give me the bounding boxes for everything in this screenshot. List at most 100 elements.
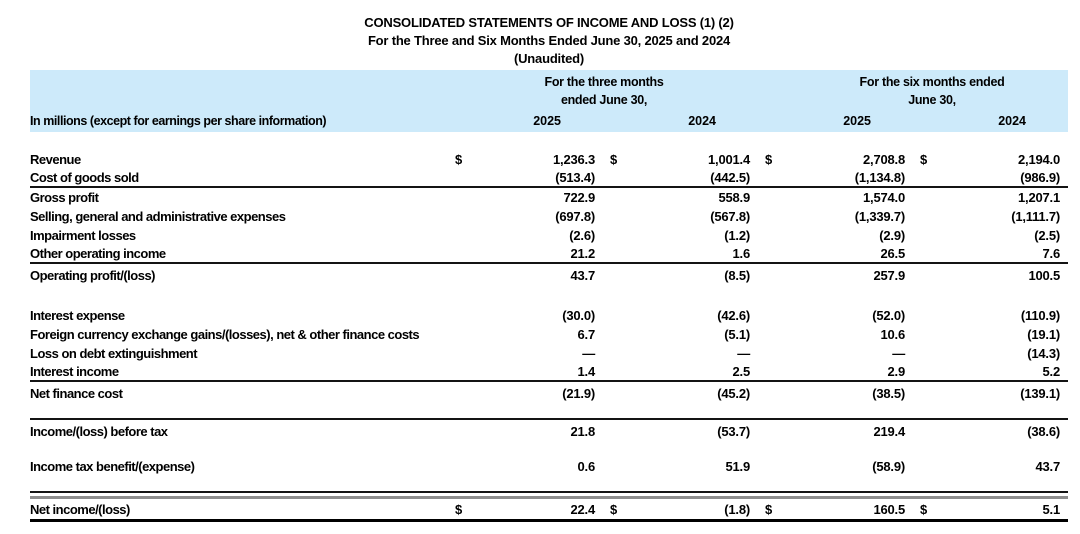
three-months-line2: ended June 30, <box>560 93 648 107</box>
cell-value: 1,574.0 <box>863 190 905 205</box>
cell-six-months-2025: (58.9) <box>750 459 905 474</box>
cell-three-months-2024: (442.5) <box>595 170 750 185</box>
dollar-sign: $ <box>455 502 463 517</box>
cell-six-months-2024: (19.1) <box>905 327 1060 342</box>
cell-value: 5.1 <box>1042 502 1061 517</box>
cell-value: (38.6) <box>1027 424 1060 439</box>
cell-value: (442.5) <box>710 170 750 185</box>
cell-value: (2.6) <box>569 228 595 243</box>
table-row: Gross profit 722.9 558.9 1,574.0 1,207.1 <box>30 188 1068 207</box>
cell-three-months-2024: (53.7) <box>595 424 750 439</box>
cell-value: (110.9) <box>1020 308 1060 323</box>
cell-value: — <box>582 346 595 361</box>
statement-subtitle: For the Three and Six Months Ended June … <box>367 33 731 48</box>
cell-value: (1.2) <box>724 228 750 243</box>
cell-value: 21.8 <box>570 424 595 439</box>
cell-value: 558.9 <box>718 190 750 205</box>
cell-value: 43.7 <box>1035 459 1060 474</box>
cell-value: 1.4 <box>577 364 596 379</box>
financial-statement-page: CONSOLIDATED STATEMENTS OF INCOME AND LO… <box>30 14 1068 522</box>
cell-six-months-2025: 219.4 <box>750 424 905 439</box>
dollar-sign: $ <box>920 152 928 167</box>
six-months-line2: June 30, <box>908 93 956 107</box>
cell-value: 722.9 <box>563 190 595 205</box>
year-label: 2024 <box>688 114 716 128</box>
cell-value: (1,339.7) <box>854 209 905 224</box>
cell-value: (45.2) <box>717 385 750 401</box>
table-row: Interest income 1.4 2.5 2.9 5.2 <box>30 363 1068 382</box>
cell-three-months-2024: (45.2) <box>595 386 750 401</box>
cell-three-months-2024: (567.8) <box>595 209 750 224</box>
cell-value: 2,194.0 <box>1018 152 1060 167</box>
cell-six-months-2024: 1,207.1 <box>905 190 1060 205</box>
cell-six-months-2024: (2.5) <box>905 228 1060 243</box>
dollar-sign: $ <box>610 152 618 167</box>
dollar-sign: $ <box>920 502 928 517</box>
cell-value: (21.9) <box>562 385 595 401</box>
cell-value: 43.7 <box>570 267 595 283</box>
cell-value: (30.0) <box>562 308 595 323</box>
cell-six-months-2025: (1,339.7) <box>750 209 905 224</box>
cell-value: 2,708.8 <box>863 152 905 167</box>
cell-value: (567.8) <box>710 209 750 224</box>
cell-three-months-2024: (42.6) <box>595 308 750 323</box>
period-group-headers: For the three months ended June 30, For … <box>440 70 1060 109</box>
table-row: Net finance cost (21.9) (45.2) (38.5) (1… <box>30 382 1068 404</box>
units-label: In millions (except for earnings per sha… <box>30 114 327 128</box>
cell-value: 1,236.3 <box>553 152 595 167</box>
cell-six-months-2024: 100.5 <box>905 268 1060 283</box>
income-statement-table: Revenue $1,236.3 $1,001.4 $2,708.8 $2,19… <box>30 150 1068 522</box>
table-header-band: In millions (except for earnings per sha… <box>30 70 1068 132</box>
cell-three-months-2025: 722.9 <box>440 190 595 205</box>
row-label: Interest income <box>30 364 119 379</box>
cell-value: (58.9) <box>872 459 905 474</box>
cell-value: 160.5 <box>873 502 905 517</box>
table-row: Revenue $1,236.3 $1,001.4 $2,708.8 $2,19… <box>30 150 1068 169</box>
row-label: Interest expense <box>30 308 125 323</box>
column-headers: For the three months ended June 30, For … <box>440 70 1068 132</box>
cell-six-months-2024: 43.7 <box>905 459 1060 474</box>
cell-three-months-2025: 21.8 <box>440 424 595 439</box>
statement-title: CONSOLIDATED STATEMENTS OF INCOME AND LO… <box>364 15 734 30</box>
year-label: 2025 <box>843 114 871 128</box>
cell-three-months-2024: 51.9 <box>595 459 750 474</box>
cell-value: (5.1) <box>724 327 750 342</box>
cell-value: (697.8) <box>555 209 595 224</box>
row-label: Revenue <box>30 152 81 167</box>
cell-value: (38.5) <box>872 385 905 401</box>
cell-value: (1,111.7) <box>1011 209 1060 224</box>
year-headers: 2025 2024 2025 2024 <box>440 114 1060 132</box>
cell-value: 2.5 <box>732 364 751 379</box>
three-months-group-header: For the three months ended June 30, <box>449 73 759 109</box>
cell-six-months-2025: — <box>750 346 905 361</box>
cell-value: 5.2 <box>1042 364 1061 379</box>
cell-value: 1.6 <box>732 246 751 261</box>
table-row: Net income/(loss) $22.4 $ (1.8) $160.5 $5… <box>30 491 1068 522</box>
cell-value: (1.8) <box>724 502 750 517</box>
row-label: Impairment losses <box>30 228 136 243</box>
row-label: Operating profit/(loss) <box>30 267 156 283</box>
cell-six-months-2024: 7.6 <box>905 246 1061 261</box>
cell-value: (2.9) <box>879 228 905 243</box>
cell-value: — <box>737 346 750 361</box>
cell-value: 219.4 <box>873 424 905 439</box>
cell-six-months-2024: (38.6) <box>905 424 1060 439</box>
cell-value: 21.2 <box>570 246 595 261</box>
cell-value: 0.6 <box>577 459 596 474</box>
cell-value: 1,207.1 <box>1018 190 1060 205</box>
cell-value: 22.4 <box>570 502 595 517</box>
cell-value: (139.1) <box>1020 385 1060 401</box>
cell-three-months-2025: (30.0) <box>440 308 595 323</box>
cell-six-months-2024: (14.3) <box>905 346 1060 361</box>
cell-six-months-2024: (1,111.7) <box>905 209 1060 224</box>
statement-title-block: CONSOLIDATED STATEMENTS OF INCOME AND LO… <box>30 14 1068 68</box>
row-label: Loss on debt extinguishment <box>30 346 198 361</box>
cell-value: (53.7) <box>717 424 750 439</box>
cell-six-months-2025: 257.9 <box>750 268 905 283</box>
cell-six-months-2024: (986.9) <box>905 170 1060 185</box>
cell-value: (2.5) <box>1034 228 1060 243</box>
cell-three-months-2024: 2.5 <box>595 364 751 379</box>
cell-three-months-2025: $22.4 <box>440 502 595 517</box>
cell-value: (52.0) <box>872 308 905 323</box>
cell-value: 51.9 <box>725 459 750 474</box>
